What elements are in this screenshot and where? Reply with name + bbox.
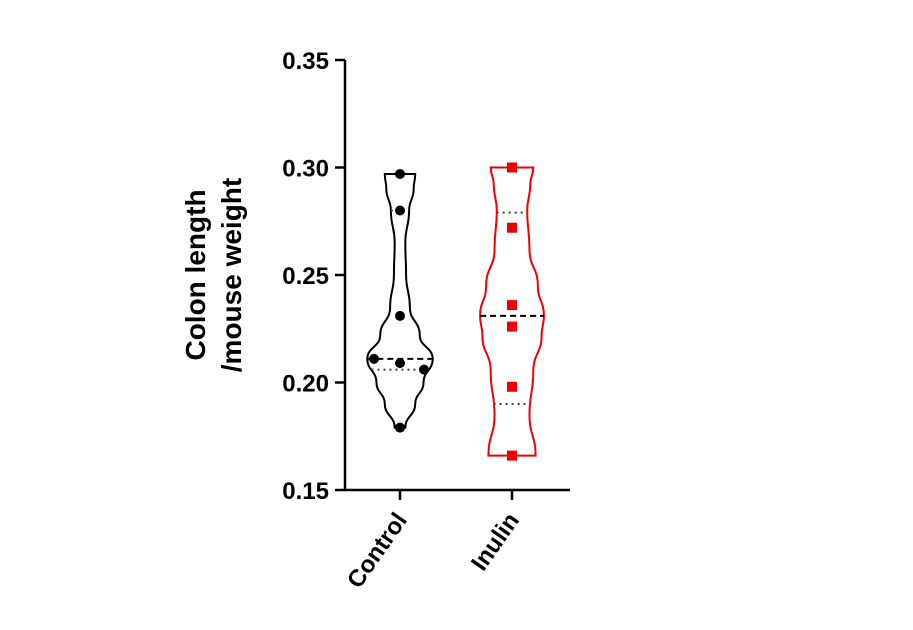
axes: 0.15 0.20 0.25 0.30 0.35 Control Inulin xyxy=(282,48,570,593)
data-point xyxy=(395,205,405,216)
violin-control xyxy=(366,168,434,433)
data-point xyxy=(507,162,517,173)
data-point xyxy=(369,353,379,364)
data-point xyxy=(507,450,517,461)
y-tick-label: 0.30 xyxy=(282,156,329,183)
data-point xyxy=(507,222,517,233)
violin-outline xyxy=(366,172,434,429)
data-point xyxy=(395,310,405,321)
data-point xyxy=(507,321,517,332)
data-point xyxy=(507,300,517,311)
x-tick-label: Control xyxy=(342,508,413,593)
violin-inulin xyxy=(479,162,545,461)
y-tick-label: 0.35 xyxy=(282,48,329,75)
data-point xyxy=(395,168,405,179)
y-tick-label: 0.25 xyxy=(282,263,329,290)
data-point xyxy=(419,364,429,375)
data-point xyxy=(395,358,405,369)
y-tick-label: 0.20 xyxy=(282,371,329,398)
violin-outline xyxy=(479,166,545,457)
y-tick-label: 0.15 xyxy=(282,478,329,505)
y-axis-title-line-1: Colon length xyxy=(180,189,211,360)
y-axis-title-line-2: /mouse weight xyxy=(216,178,247,372)
plot-area xyxy=(366,162,545,461)
data-point xyxy=(507,381,517,392)
data-point xyxy=(395,422,405,433)
x-tick-label: Inulin xyxy=(466,508,525,576)
